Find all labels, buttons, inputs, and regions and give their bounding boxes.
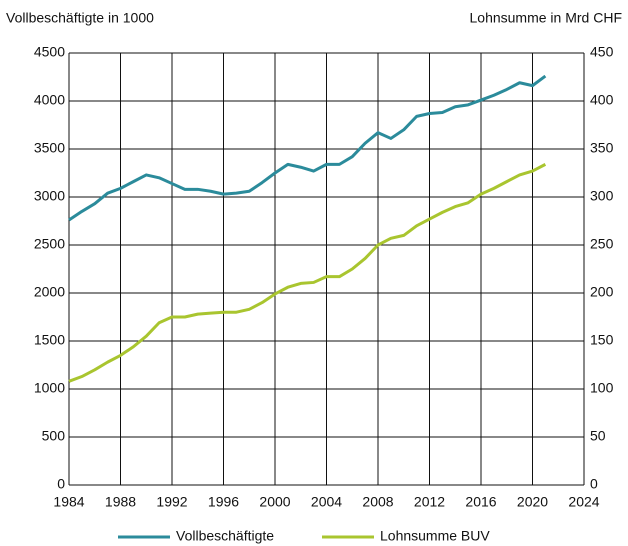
y-tick-label: 4500 xyxy=(34,44,65,60)
x-tick-label: 1988 xyxy=(105,494,136,510)
y-axis-label: Vollbeschäftigte in 1000 xyxy=(6,10,154,26)
series-line xyxy=(68,74,547,222)
y2-tick-label: 400 xyxy=(590,92,614,108)
y2-tick-label: 450 xyxy=(590,44,614,60)
y2-tick-label: 200 xyxy=(590,284,614,300)
x-tick-label: 1984 xyxy=(53,494,84,510)
y2-tick-label: 150 xyxy=(590,332,614,348)
y2-tick-label: 50 xyxy=(590,428,606,444)
y2-tick-label: 350 xyxy=(590,140,614,156)
legend-label: Lohnsumme BUV xyxy=(380,528,490,544)
series-line xyxy=(68,163,547,383)
y2-tick-label: 300 xyxy=(590,188,614,204)
y-tick-label: 1500 xyxy=(34,332,65,348)
y-tick-label: 3500 xyxy=(34,140,65,156)
legend-label: Vollbeschäftigte xyxy=(176,528,274,544)
x-tick-label: 2008 xyxy=(362,494,393,510)
x-tick-label: 2004 xyxy=(311,494,342,510)
y-tick-label: 2000 xyxy=(34,284,65,300)
y-tick-label: 0 xyxy=(57,476,65,492)
x-tick-label: 2012 xyxy=(414,494,445,510)
y2-tick-label: 0 xyxy=(590,476,598,492)
y2-tick-label: 250 xyxy=(590,236,614,252)
y2-axis-label: Lohnsumme in Mrd CHF xyxy=(470,10,623,26)
x-tick-label: 1992 xyxy=(156,494,187,510)
y-tick-label: 3000 xyxy=(34,188,65,204)
x-tick-label: 2020 xyxy=(517,494,548,510)
y-tick-label: 4000 xyxy=(34,92,65,108)
y-tick-label: 500 xyxy=(42,428,66,444)
x-tick-label: 2016 xyxy=(465,494,496,510)
y-tick-label: 1000 xyxy=(34,380,65,396)
x-tick-label: 2000 xyxy=(259,494,290,510)
x-tick-label: 2024 xyxy=(568,494,599,510)
y2-tick-label: 100 xyxy=(590,380,614,396)
x-tick-label: 1996 xyxy=(208,494,239,510)
y-tick-label: 2500 xyxy=(34,236,65,252)
